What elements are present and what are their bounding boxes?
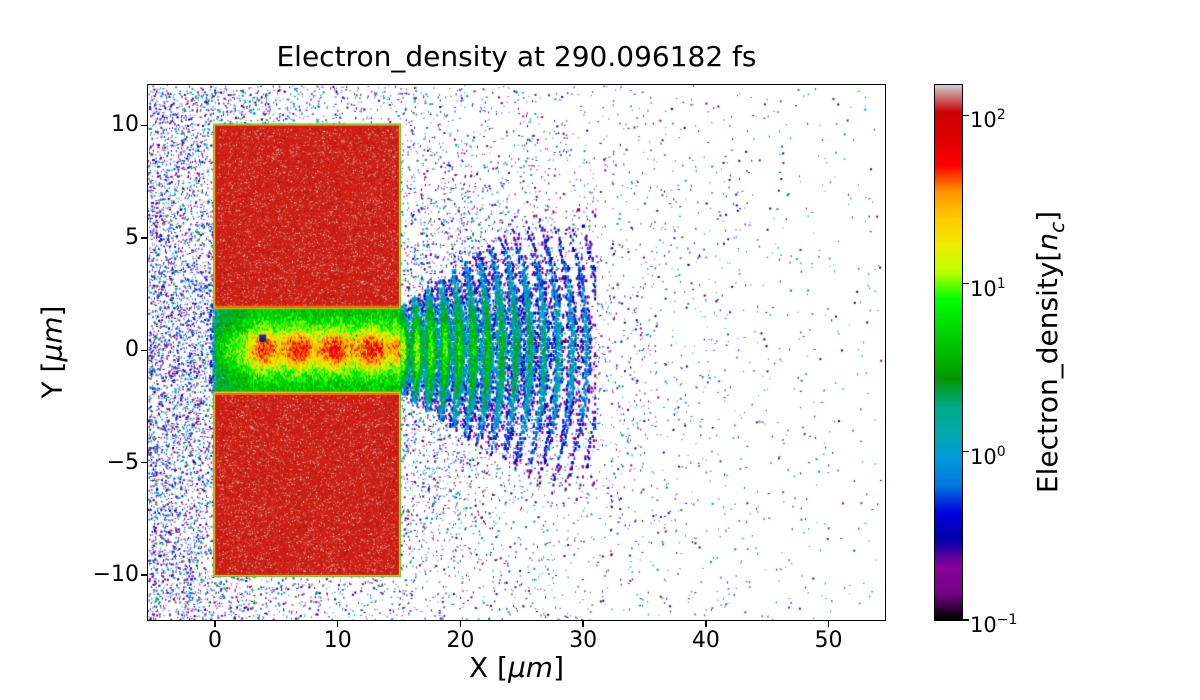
y-tick-mark (141, 124, 147, 127)
y-axis-label-unit: μm (35, 316, 69, 362)
x-tick-label: 50 (814, 628, 843, 653)
colorbar (934, 84, 963, 621)
y-tick-mark (141, 461, 147, 464)
y-axis-label: Y [μm] (36, 306, 69, 399)
y-tick-mark (141, 349, 147, 351)
x-tick-mark (827, 621, 830, 627)
y-tick-label: 5 (125, 224, 139, 250)
colorbar-tick-mark (963, 451, 969, 453)
colorbar-tick-label: 101 (970, 275, 1006, 301)
colorbar-tick-label: 102 (970, 107, 1006, 133)
x-tick-mark (459, 621, 462, 627)
chart-title: Electron_density at 290.096182 fs (276, 40, 757, 73)
x-tick-label: 10 (323, 628, 352, 653)
heatmap-canvas (148, 85, 885, 620)
x-tick-label: 30 (569, 628, 598, 653)
y-tick-label: −5 (106, 449, 139, 475)
x-axis-label-post: ] (553, 651, 565, 684)
colorbar-tick-mark (963, 114, 969, 116)
colorbar-tick-label: 100 (970, 443, 1006, 469)
y-tick-label: −10 (92, 562, 139, 588)
x-axis-label-pre: X [ (468, 651, 508, 684)
x-tick-mark (214, 621, 216, 627)
x-tick-label: 40 (691, 628, 720, 653)
y-tick-label: 10 (111, 112, 139, 138)
colorbar-tick-mark (963, 282, 969, 285)
colorbar-tick-label: 10−1 (970, 612, 1018, 637)
x-tick-mark (582, 621, 584, 627)
colorbar-gradient-canvas (935, 85, 962, 620)
colorbar-label-post: ] (1031, 210, 1065, 222)
x-tick-label: 0 (208, 628, 222, 653)
colorbar-label-sub: c (1044, 221, 1069, 233)
x-tick-label: 20 (446, 628, 475, 653)
colorbar-tick-mark (963, 619, 969, 621)
x-tick-mark (705, 621, 707, 627)
y-tick-mark (141, 574, 147, 576)
y-axis-label-pre: Y [ (35, 361, 69, 399)
colorbar-label-var: n (1031, 232, 1065, 251)
plot-area (147, 84, 886, 621)
y-tick-mark (141, 237, 147, 239)
y-tick-label: 0 (125, 337, 139, 363)
x-axis-label-unit: μm (507, 651, 554, 684)
y-axis-label-post: ] (35, 305, 69, 317)
x-tick-mark (337, 621, 339, 627)
x-axis-label: X [μm] (148, 651, 885, 684)
